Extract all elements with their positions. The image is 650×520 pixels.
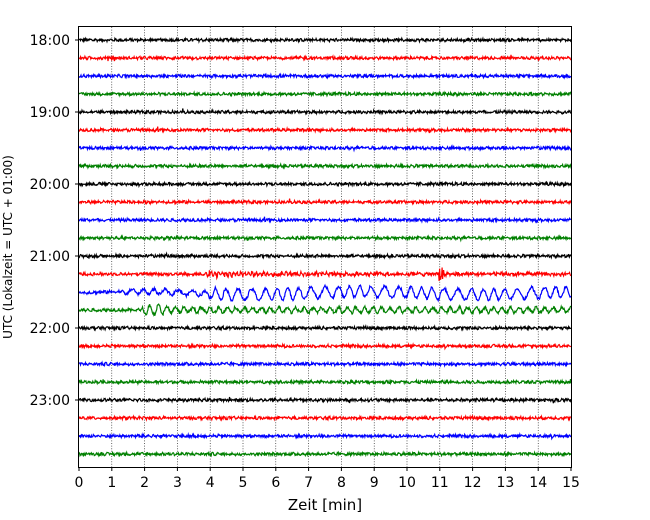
x-axis-ticks: 0 1 2 3 4 5 6 7 8 9 10 11 12 13 14 15 bbox=[75, 467, 580, 491]
seismogram-trace bbox=[78, 267, 572, 281]
seismogram-trace bbox=[78, 144, 572, 153]
x-tick-label: 13 bbox=[496, 475, 514, 491]
seismogram-trace bbox=[78, 108, 572, 116]
seismogram-trace bbox=[78, 72, 572, 80]
x-tick-label: 2 bbox=[140, 475, 149, 491]
x-axis-title: Zeit [min] bbox=[288, 496, 362, 514]
seismogram-trace bbox=[79, 360, 572, 368]
x-tick-label: 11 bbox=[431, 475, 449, 491]
seismogram-trace bbox=[78, 54, 572, 62]
x-gridlines bbox=[111, 27, 539, 467]
x-tick-label: 15 bbox=[562, 475, 580, 491]
x-tick-label: 7 bbox=[304, 475, 313, 491]
seismogram-trace bbox=[78, 303, 572, 317]
x-tick-label: 12 bbox=[464, 475, 482, 491]
x-tick-label: 10 bbox=[398, 475, 416, 491]
seismogram-trace bbox=[78, 396, 572, 404]
y-tick-label: 22:00 bbox=[30, 321, 70, 337]
y-tick-label: 18:00 bbox=[30, 33, 70, 49]
y-tick-label: 21:00 bbox=[30, 249, 70, 265]
seismogram-trace bbox=[78, 324, 572, 332]
seismogram-trace bbox=[78, 216, 572, 224]
y-tick-label: 19:00 bbox=[30, 105, 70, 121]
seismogram-trace bbox=[78, 251, 572, 260]
x-tick-label: 1 bbox=[107, 475, 116, 491]
seismogram-traces bbox=[78, 36, 572, 458]
seismogram-trace bbox=[78, 234, 572, 243]
x-tick-label: 4 bbox=[206, 475, 215, 491]
x-tick-label: 9 bbox=[370, 475, 379, 491]
x-tick-label: 3 bbox=[173, 475, 182, 491]
seismogram-trace bbox=[78, 36, 572, 44]
y-axis-title: UTC (Lokalzeit = UTC + 01:00) bbox=[1, 155, 15, 339]
x-tick-label: 8 bbox=[337, 475, 346, 491]
seismogram-trace bbox=[78, 342, 572, 351]
seismogram-trace bbox=[78, 413, 572, 422]
seismogram-trace bbox=[78, 450, 572, 458]
x-tick-label: 0 bbox=[75, 475, 84, 491]
seismogram-trace bbox=[78, 431, 572, 441]
x-tick-label: 14 bbox=[529, 475, 547, 491]
seismogram-trace bbox=[78, 198, 572, 206]
plot-frame bbox=[78, 26, 572, 468]
x-tick-label: 5 bbox=[239, 475, 248, 491]
seismogram-trace bbox=[78, 126, 572, 134]
seismogram-trace bbox=[79, 90, 572, 98]
x-tick-label: 6 bbox=[271, 475, 280, 491]
seismogram-trace bbox=[78, 283, 572, 303]
seismogram-trace bbox=[78, 378, 572, 387]
seismogram-trace bbox=[78, 162, 572, 170]
seismogram-trace bbox=[78, 180, 572, 189]
y-tick-label: 23:00 bbox=[30, 393, 70, 409]
y-axis-ticks: 18:00 19:00 20:00 21:00 22:00 23:00 bbox=[30, 33, 79, 409]
y-tick-label: 20:00 bbox=[30, 177, 70, 193]
